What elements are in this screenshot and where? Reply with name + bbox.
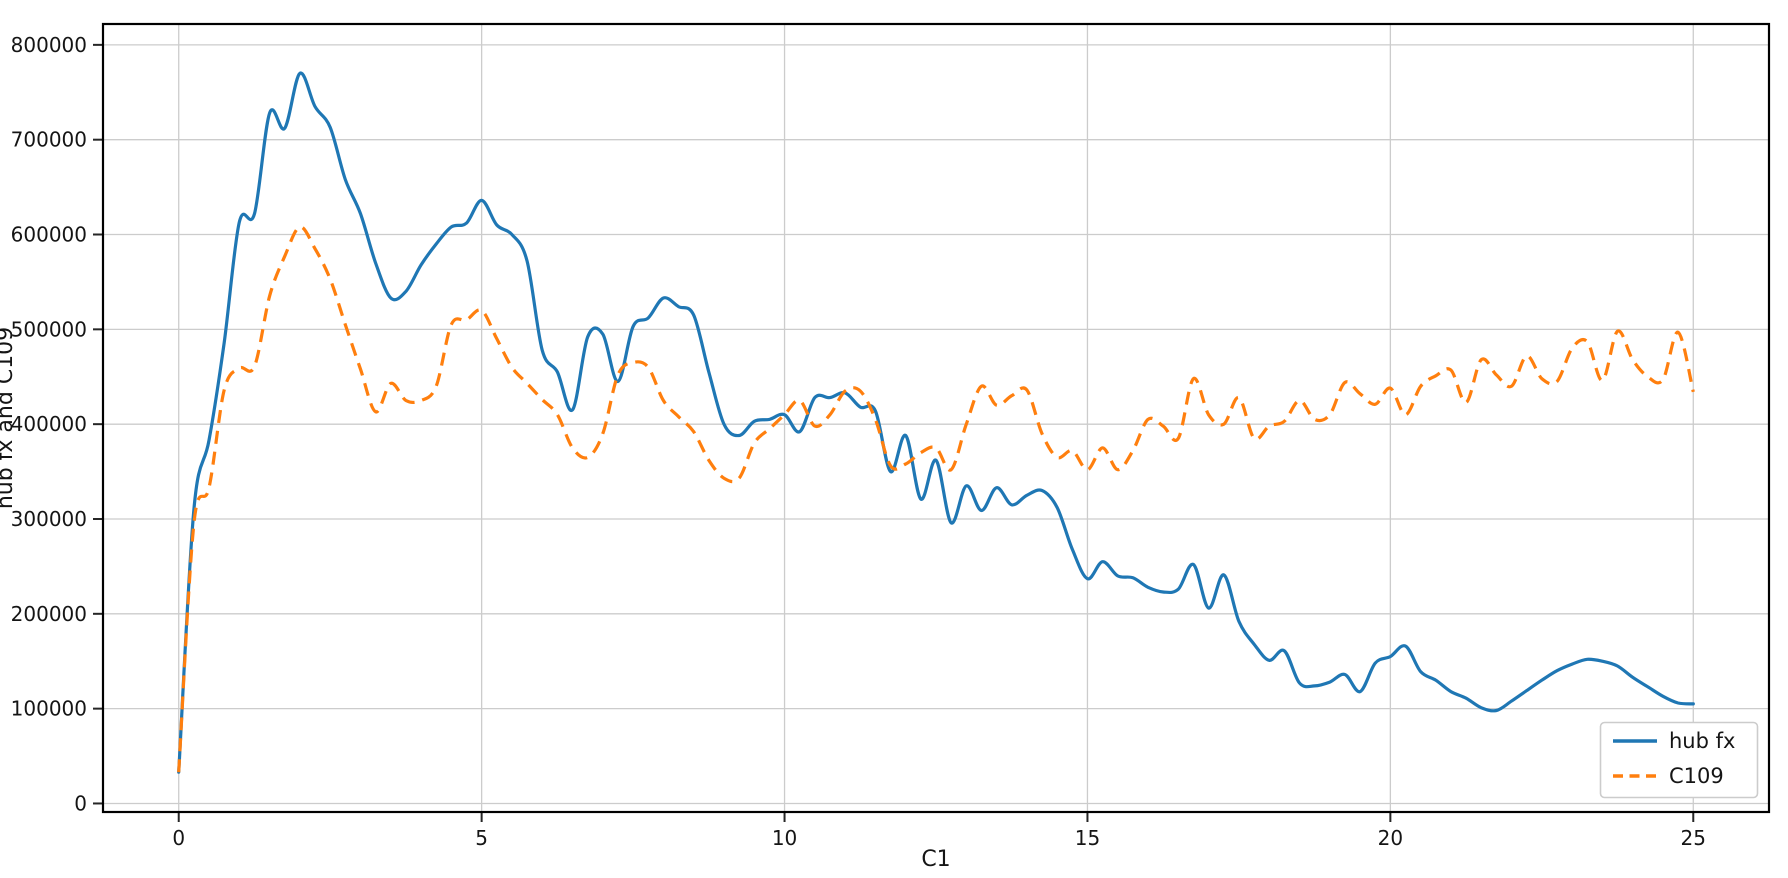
axis-tick-labels: 0 5 10 15 20 25 0 100000 200000 300000 400000 50000… (11, 33, 1706, 850)
x-tick-label: 15 (1075, 826, 1100, 850)
legend: hub fx C109 (1599, 721, 1759, 799)
y-tick-label: 400000 (11, 412, 87, 436)
legend-label-c109: C109 (1669, 764, 1724, 788)
x-tick-label: 10 (772, 826, 797, 850)
y-tick-label: 500000 (11, 317, 87, 341)
y-tick-label: 100000 (11, 697, 87, 721)
axis-ticks (93, 43, 1695, 822)
x-tick-label: 5 (475, 826, 488, 850)
y-tick-label: 200000 (11, 602, 87, 626)
y-tick-label: 800000 (11, 33, 87, 57)
x-axis-label: C1 (921, 847, 950, 872)
series-layer (177, 71, 1695, 774)
axes-spines (101, 22, 1771, 814)
y-tick-label: 700000 (11, 128, 87, 152)
x-tick-label: 25 (1681, 826, 1706, 850)
y-tick-label: 0 (74, 791, 87, 815)
y-tick-label: 600000 (11, 223, 87, 247)
x-tick-label: 20 (1378, 826, 1403, 850)
legend-label-hub-fx: hub fx (1669, 729, 1735, 753)
y-tick-label: 300000 (11, 507, 87, 531)
grid-lines (103, 24, 1769, 812)
x-tick-label: 0 (172, 826, 185, 850)
y-axis-label: hub fx and C109 (0, 327, 18, 509)
series-hub-fx-line (177, 71, 1695, 774)
series-c109-line (177, 225, 1695, 773)
